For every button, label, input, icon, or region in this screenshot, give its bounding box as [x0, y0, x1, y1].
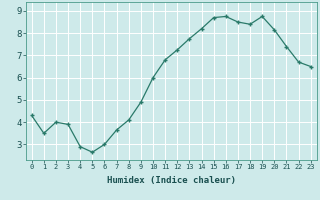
X-axis label: Humidex (Indice chaleur): Humidex (Indice chaleur) [107, 176, 236, 185]
